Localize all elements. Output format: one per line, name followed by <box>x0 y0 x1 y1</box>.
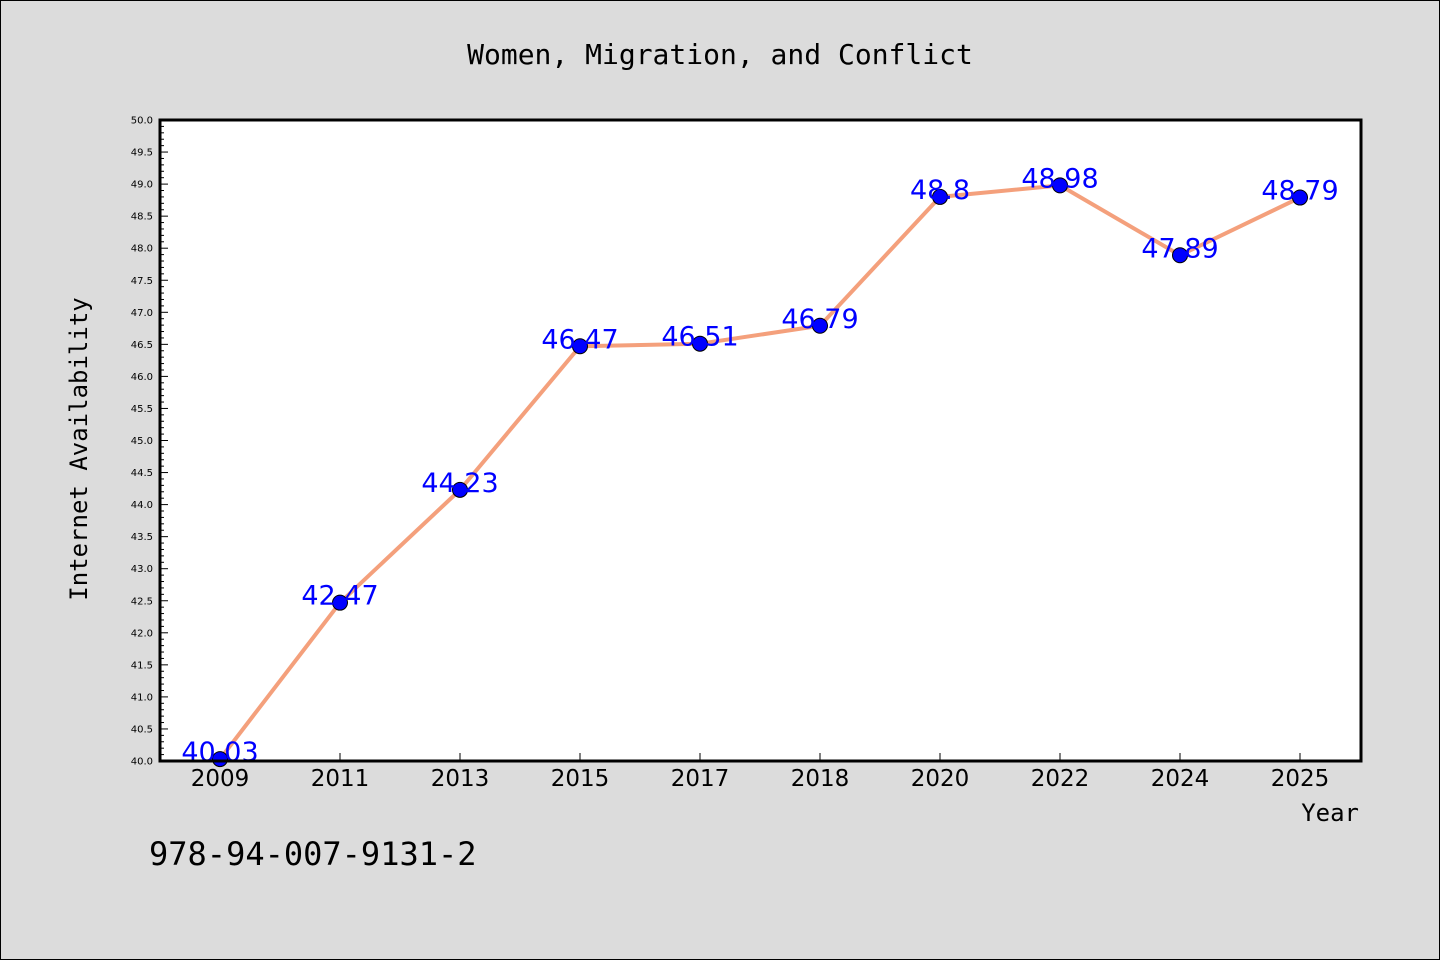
data-labels: 40.03 42.47 44.23 46.47 46.51 46.79 48.8 48.98 4… <box>181 163 1338 768</box>
y-tick-label: 43.0 <box>131 564 153 575</box>
y-tick-label: 41.0 <box>131 692 153 703</box>
data-point <box>812 317 828 334</box>
y-tick-label: 43.5 <box>131 532 153 543</box>
data-label: 46.79 <box>781 304 858 335</box>
x-tick-label: 2022 <box>1031 766 1090 792</box>
data-point <box>692 335 708 352</box>
y-tick-label: 49.5 <box>131 148 153 159</box>
y-tick-label: 44.5 <box>131 468 153 479</box>
data-point <box>332 594 348 611</box>
x-tick-label: 2020 <box>911 766 970 792</box>
data-point <box>452 481 468 498</box>
x-tick-label: 2009 <box>191 766 250 792</box>
isbn-annotation: 978-94-007-9131-2 <box>149 835 477 873</box>
y-tick-label: 46.0 <box>131 372 153 383</box>
x-tick-label: 2025 <box>1271 766 1330 792</box>
y-tick-label: 40.5 <box>131 724 153 735</box>
y-tick-label: 41.5 <box>131 660 153 671</box>
y-tick-label: 40.0 <box>131 757 153 768</box>
data-label: 44.23 <box>421 468 498 499</box>
y-tick-label: 49.0 <box>131 180 153 191</box>
y-tick-label: 47.0 <box>131 308 153 319</box>
y-tick-label: 48.0 <box>131 244 153 255</box>
y-axis: 40.0 40.5 41.0 41.5 42.0 42.5 43.0 43.5 44.0 44.5… <box>131 116 168 768</box>
data-label: 48.98 <box>1021 163 1098 194</box>
x-tick-label: 2015 <box>551 766 610 792</box>
data-point <box>1052 177 1068 194</box>
plot-frame <box>158 118 1363 763</box>
data-markers <box>212 177 1308 768</box>
data-point <box>1172 247 1188 264</box>
y-tick-label: 46.5 <box>131 340 153 351</box>
y-tick-label: 50.0 <box>131 116 153 127</box>
data-label: 48.8 <box>910 175 970 206</box>
x-tick-label: 2017 <box>671 766 730 792</box>
x-tick-label: 2011 <box>311 766 370 792</box>
data-label: 42.47 <box>301 581 378 612</box>
x-tick-label: 2018 <box>791 766 850 792</box>
y-tick-label: 45.5 <box>131 404 153 415</box>
chart-title: Women, Migration, and Conflict <box>467 38 973 71</box>
y-tick-label: 44.0 <box>131 500 153 511</box>
y-tick-label: 42.5 <box>131 596 153 607</box>
y-tick-label: 45.0 <box>131 436 153 447</box>
x-tick-label: 2013 <box>431 766 490 792</box>
y-axis-label: Internet Availability <box>65 297 93 600</box>
x-tick-label: 2024 <box>1151 766 1210 792</box>
plot-area <box>160 120 1361 761</box>
y-tick-label: 42.0 <box>131 628 153 639</box>
x-axis: 2009 2011 2013 2015 2017 2018 2020 2022 2024 2025 <box>191 753 1330 792</box>
data-label: 46.47 <box>541 324 618 355</box>
data-label: 47.89 <box>1141 233 1218 264</box>
data-label: 48.79 <box>1261 176 1338 207</box>
series-line <box>218 183 1302 762</box>
x-axis-label: Year <box>1301 799 1359 827</box>
data-point <box>932 188 948 205</box>
data-point <box>1292 189 1308 206</box>
data-point <box>572 338 588 355</box>
y-tick-label: 48.5 <box>131 212 153 223</box>
data-label: 40.03 <box>181 737 258 768</box>
data-label: 46.51 <box>661 322 738 353</box>
y-tick-label: 47.5 <box>131 276 153 287</box>
data-point <box>212 751 228 768</box>
